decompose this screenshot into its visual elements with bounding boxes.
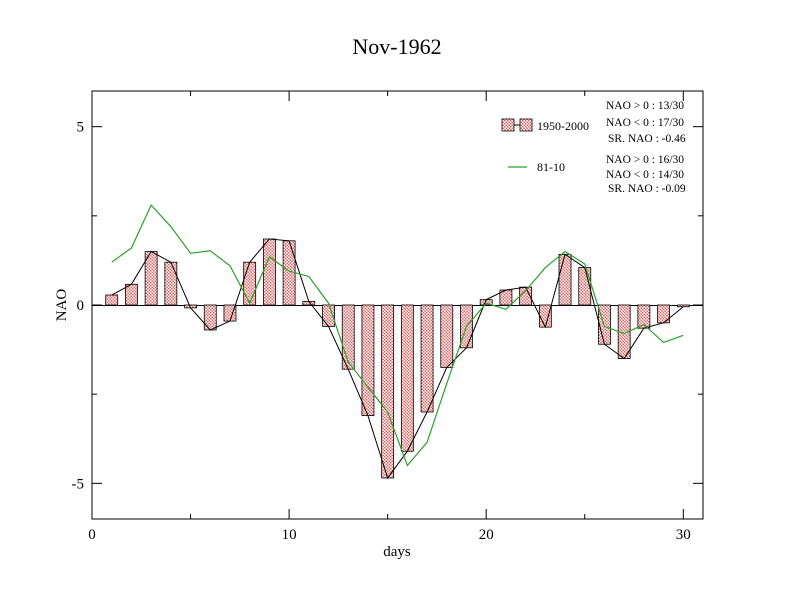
stat-8110-neg: NAO < 0 : 14/30 [606,169,684,181]
bar-day-15 [381,304,395,479]
x-tick-label: 30 [676,527,691,543]
stat-1950-neg: NAO < 0 : 17/30 [606,117,684,129]
bar-day-25 [578,267,592,306]
bar-day-8 [243,261,257,306]
x-tick-label: 0 [88,527,96,543]
legend-swatch-right [519,118,533,132]
y-tick-label: -5 [72,476,85,492]
bar-day-24 [558,253,572,306]
bar-day-30 [676,304,690,308]
stat-1950-pos: NAO > 0 : 13/30 [606,100,684,112]
chart-title: Nov-1962 [352,34,441,59]
legend: 1950-2000 81-10 NAO > 0 : 13/30 NAO < 0 … [501,100,686,195]
legend-swatch-left [501,118,515,132]
x-axis-ticks: 0 10 20 30 [88,91,691,543]
bar-day-23 [538,304,552,328]
bar-day-1 [105,294,119,306]
bar-day-9 [262,238,276,306]
y-tick-label: 0 [77,298,85,314]
x-tick-label: 20 [479,527,494,543]
bar-day-2 [125,283,138,306]
line-81-10 [111,204,684,467]
bar-day-6 [203,304,217,331]
line-1950-2000 [111,238,684,480]
stat-1950-sr: SR. NAO : -0.46 [608,133,686,145]
y-axis-label: NAO [54,289,70,322]
bars-1950-2000 [105,238,690,479]
bar-day-17 [420,304,434,413]
bar-day-29 [657,304,670,324]
legend-label-81-10: 81-10 [537,160,565,174]
legend-label-1950-2000: 1950-2000 [537,119,589,133]
bar-day-14 [361,304,375,416]
bar-day-18 [440,304,454,368]
stat-8110-pos: NAO > 0 : 16/30 [606,154,684,166]
bar-day-4 [164,261,178,306]
x-tick-label: 10 [282,527,297,543]
stat-8110-sr: SR. NAO : -0.09 [608,183,686,195]
bar-day-10 [282,240,296,306]
y-axis-ticks: 5 0 -5 [72,120,703,492]
x-axis-label: days [383,544,411,560]
bar-day-3 [144,251,158,306]
bar-day-16 [400,304,414,452]
y-tick-label: 5 [77,120,85,136]
